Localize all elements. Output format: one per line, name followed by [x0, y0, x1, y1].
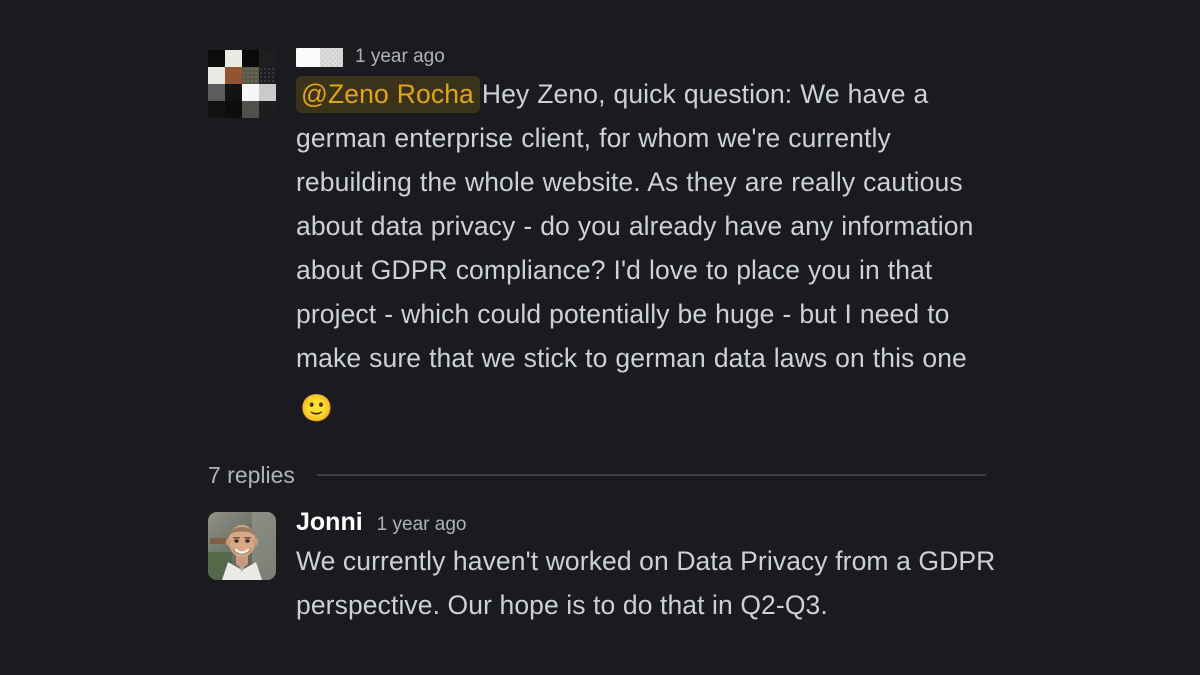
message-meta: 1 year ago [296, 44, 998, 70]
mention-pill[interactable]: @Zeno Rocha [296, 76, 480, 113]
avatar-mosaic-cell [259, 50, 276, 67]
message-text: @Zeno Rocha Hey Zeno, quick question: We … [296, 72, 998, 430]
divider [316, 474, 986, 476]
avatar-mosaic-cell [208, 84, 225, 101]
avatar-mosaic-cell [208, 50, 225, 67]
replies-separator: 7 replies [208, 461, 986, 489]
reply-meta: Jonni 1 year ago [296, 508, 998, 536]
avatar-mosaic-cell [242, 67, 259, 84]
avatar[interactable] [208, 50, 276, 118]
avatar-mosaic-cell [259, 67, 276, 84]
replies-count-label[interactable]: 7 replies [208, 462, 295, 488]
message-row: 1 year ago @Zeno Rocha Hey Zeno, quick qu… [208, 44, 998, 430]
author-name-redacted [296, 47, 343, 67]
avatar-mosaic-cell [208, 67, 225, 84]
avatar-mosaic-cell [242, 101, 259, 118]
message-body: 1 year ago @Zeno Rocha Hey Zeno, quick qu… [296, 44, 998, 430]
avatar-mosaic-cell [225, 67, 242, 84]
reply-row: Jonni 1 year ago We currently haven't wo… [208, 508, 998, 627]
avatar-mosaic-cell [225, 84, 242, 101]
avatar[interactable] [208, 512, 276, 580]
reply-text: We currently haven't worked on Data Priv… [296, 546, 996, 620]
reply-author-name[interactable]: Jonni [296, 508, 363, 536]
slightly-smiling-face-emoji: 🙂 [300, 393, 334, 423]
root-message[interactable]: 1 year ago @Zeno Rocha Hey Zeno, quick qu… [208, 44, 998, 430]
avatar-mosaic-cell [225, 101, 242, 118]
reply-message[interactable]: Jonni 1 year ago We currently haven't wo… [208, 508, 998, 627]
avatar-mosaic-cell [225, 50, 242, 67]
avatar-mosaic-cell [208, 101, 225, 118]
reply-timestamp[interactable]: 1 year ago [376, 514, 467, 535]
message-text-content: Hey Zeno, quick question: We have a germ… [296, 79, 974, 373]
avatar-mosaic-cell [242, 84, 259, 101]
reply-body: Jonni 1 year ago We currently haven't wo… [296, 508, 998, 627]
avatar-mosaic-cell [259, 101, 276, 118]
message-timestamp[interactable]: 1 year ago [355, 46, 445, 67]
avatar-mosaic-cell [259, 84, 276, 101]
avatar-mosaic-cell [242, 50, 259, 67]
